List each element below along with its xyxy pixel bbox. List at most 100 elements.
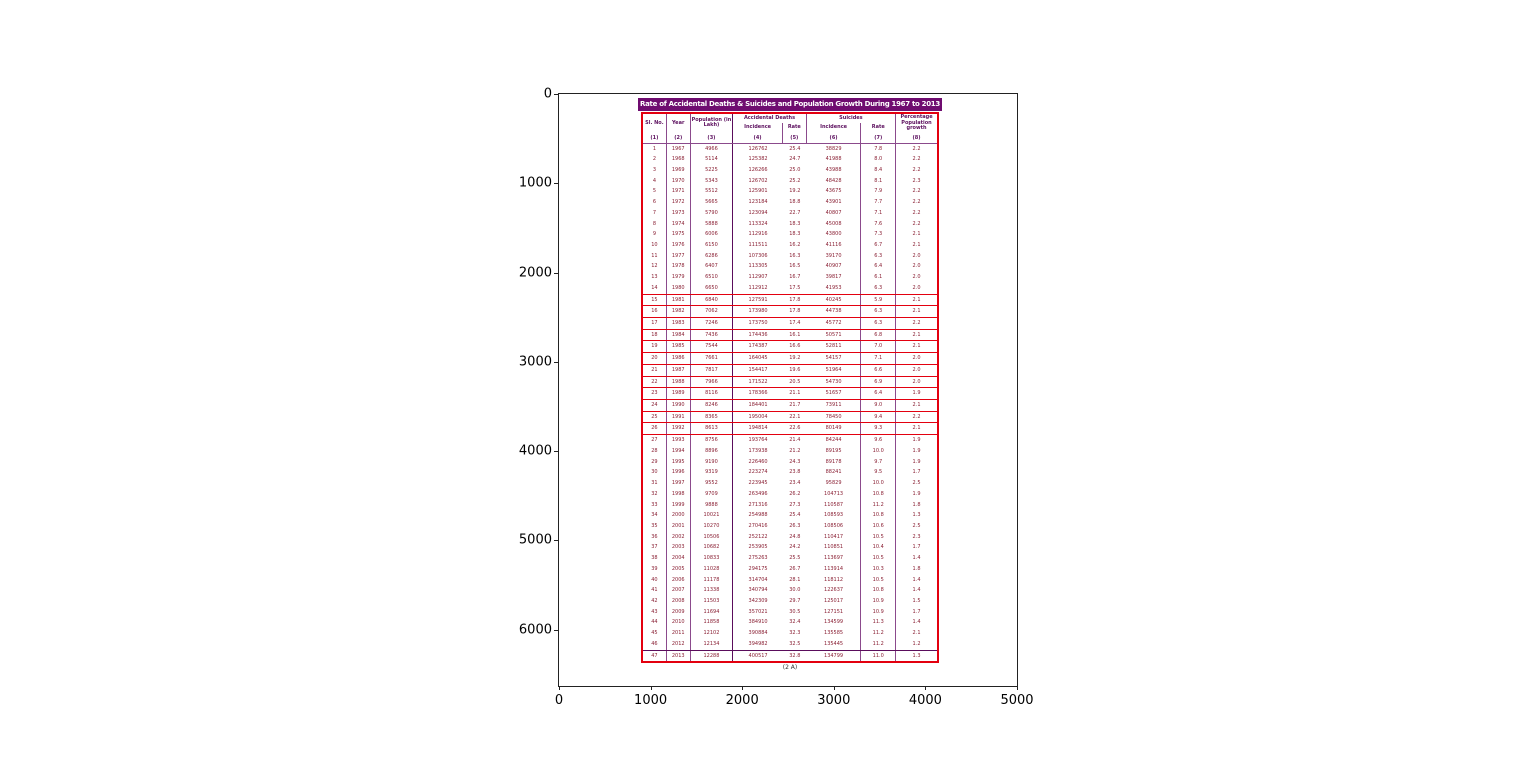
table-cell: 19.2 (789, 188, 801, 195)
table-row: 16 1982 7062 173980 17.8 44738 6.3 2.1 (643, 306, 937, 318)
table-cell: 23 (643, 388, 667, 400)
table-cell: 173750 (748, 320, 768, 326)
table-cell: 112912 (748, 284, 768, 291)
table-cell: 2.2 (912, 166, 921, 173)
table-cell: 1975 (667, 229, 691, 240)
table-cell: 39170 (807, 250, 862, 262)
table-cell: 112907 (748, 274, 768, 281)
table-cell: 195004 (748, 413, 768, 420)
table-cell: 2.0 (912, 366, 921, 373)
table-cell: 84244 (807, 435, 862, 446)
table-cell: 1990 (667, 400, 691, 411)
column-number: (7) (861, 132, 897, 143)
x-tick-label: 4000 (908, 693, 942, 708)
table-cell: 7.1 (861, 207, 897, 219)
table-cell: 1996 (667, 467, 691, 479)
table-cell: 226460 (748, 458, 768, 465)
table-cell: 7.3 (861, 229, 897, 240)
table-cell: 24.2 (789, 544, 801, 551)
table-cell: 6.4 (861, 388, 897, 400)
table-cell: 8116 (691, 388, 734, 400)
table-cell: 1967 (667, 143, 691, 155)
table-cell: 2.2 (912, 413, 921, 420)
table-cell: 9.0 (861, 400, 897, 411)
table-cell: 16.6 (789, 343, 801, 350)
table-cell: 1.7 (912, 544, 921, 551)
table-caption: (2 A) (782, 664, 798, 672)
table-cell: 12134 (691, 638, 734, 650)
table-cell: 54730 (807, 376, 862, 388)
table-cell: 51657 (807, 388, 862, 400)
table-cell: 16.1 (789, 331, 801, 338)
table-cell: 10.0 (861, 478, 897, 489)
table-cell: 9709 (691, 488, 734, 500)
table-cell: 32.5 (789, 640, 801, 647)
table-cell: 14 (643, 282, 667, 294)
table-cell: 10.9 (861, 595, 897, 607)
table-cell: 7.0 (861, 341, 897, 353)
table-row: 36 2002 10506 252122 24.8 110417 10.5 2.3 (643, 531, 937, 543)
table-cell: 10270 (691, 520, 734, 532)
table-cell: 43800 (807, 229, 862, 240)
table-cell: 223274 (748, 469, 768, 476)
table-cell: 41116 (807, 239, 862, 251)
column-number: (6) (807, 132, 862, 143)
table-cell: 1994 (667, 445, 691, 457)
table-cell: 1999 (667, 499, 691, 511)
table-cell: 44738 (807, 306, 862, 317)
table-cell: 6.3 (861, 250, 897, 262)
table-cell: 134799 (807, 650, 862, 662)
table-row: 2 1968 5114 125382 24.7 41988 8.0 2.2 (643, 154, 937, 165)
table-cell: 39817 (807, 272, 862, 283)
table-cell: 7966 (691, 376, 734, 388)
table-cell: 2.1 (912, 343, 921, 350)
table-cell: 37 (643, 542, 667, 554)
table-cell: 173980 (748, 308, 768, 315)
table-cell: 25.4 (789, 512, 801, 519)
table-cell: 1968 (667, 154, 691, 165)
table-cell: 8896 (691, 445, 734, 457)
table-cell: 118112 (807, 574, 862, 586)
table-cell: 2002 (667, 531, 691, 543)
table-cell: 1993 (667, 435, 691, 446)
table-row: 23 1989 8116 178366 21.1 51657 6.4 1.9 (643, 388, 937, 401)
table-cell: 24.8 (789, 533, 801, 540)
table-cell: 8246 (691, 400, 734, 411)
table-cell: 154417 (748, 366, 768, 373)
table-cell: 48428 (807, 175, 862, 187)
table-cell: 1988 (667, 376, 691, 388)
table-cell: 27.3 (789, 501, 801, 508)
table-cell: 1.9 (912, 437, 921, 444)
table-cell: 1978 (667, 261, 691, 273)
table-cell: 35 (643, 520, 667, 532)
table-cell: 2.2 (912, 145, 921, 152)
table-cell: 6.1 (861, 272, 897, 283)
table-cell: 45 (643, 628, 667, 639)
header-acc-incidence: Incidence (733, 123, 783, 133)
table-cell: 135585 (807, 628, 862, 639)
table-cell: 1973 (667, 207, 691, 219)
table-cell: 17 (643, 318, 667, 329)
table-cell: 8.1 (861, 175, 897, 187)
table-cell: 113914 (807, 563, 862, 575)
table-cell: 25.5 (789, 555, 801, 562)
table-cell: 122637 (807, 585, 862, 596)
table-cell: 2 (643, 154, 667, 165)
table-cell: 1970 (667, 175, 691, 187)
table-cell: 47 (643, 650, 667, 662)
table-row: 4 1970 5343 126702 25.2 48428 8.1 2.3 (643, 175, 937, 187)
table-cell: 7.6 (861, 218, 897, 230)
header-sui-incidence: Incidence (807, 123, 862, 133)
table-cell: 33 (643, 499, 667, 511)
table-cell: 30.5 (789, 608, 801, 615)
table-cell: 6840 (691, 294, 734, 306)
table-cell: 1982 (667, 306, 691, 317)
table-cell: 1.9 (912, 490, 921, 497)
table-cell: 6286 (691, 250, 734, 262)
table-cell: 16.2 (789, 241, 801, 248)
table-cell: 1.8 (912, 565, 921, 572)
table-cell: 10 (643, 239, 667, 251)
table-border-box: Sl. No. Year Population (in Lakh) Accide… (641, 112, 939, 664)
table-cell: 2.2 (912, 320, 921, 326)
y-tick-mark (554, 451, 558, 453)
